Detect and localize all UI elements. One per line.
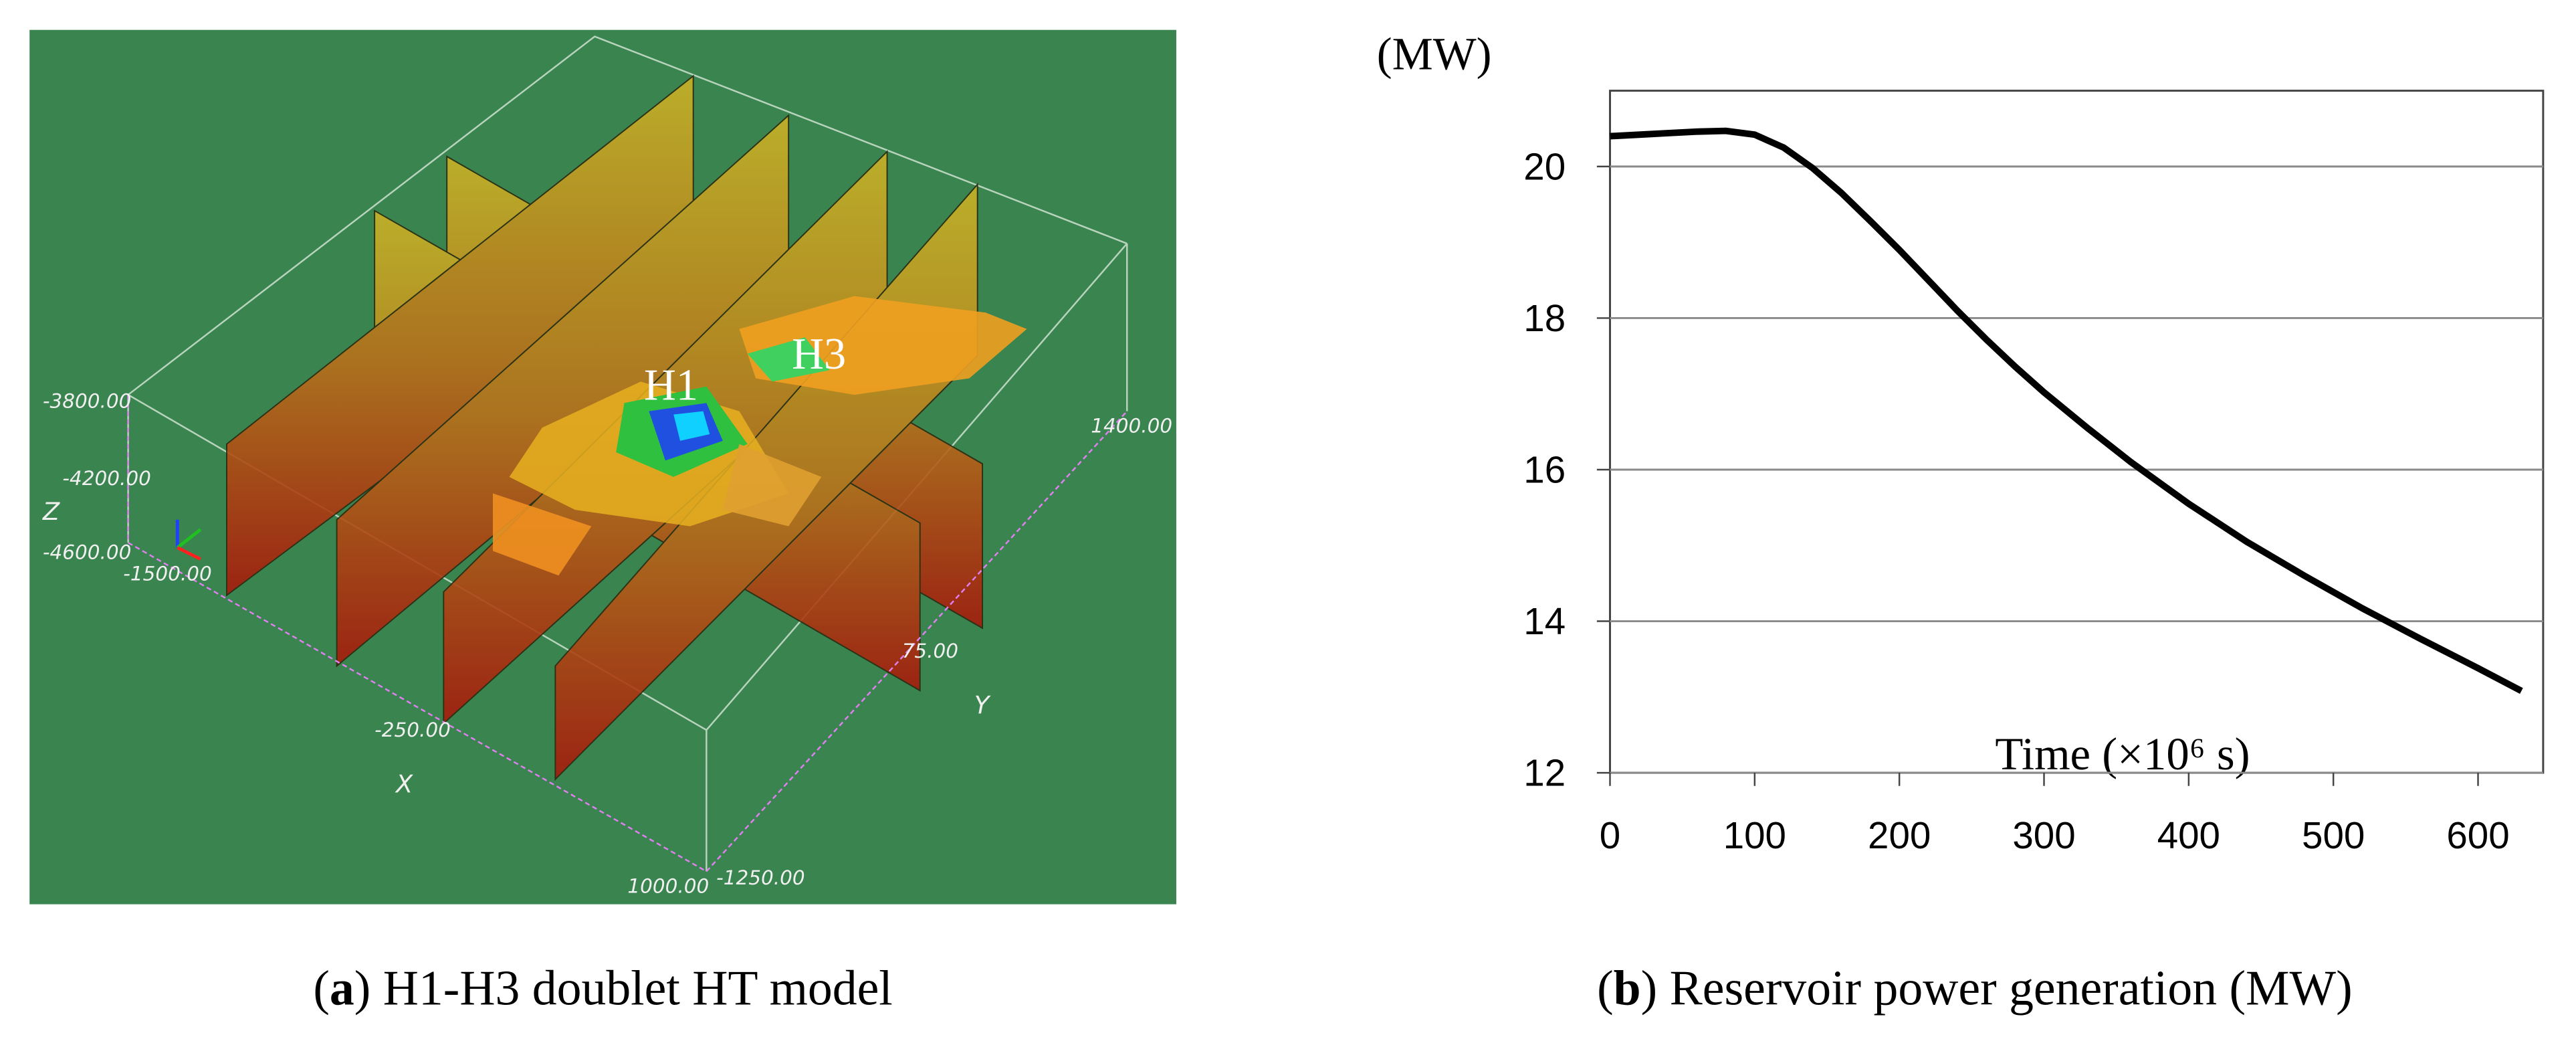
well-label: H1 (644, 361, 698, 409)
plot-frame (1609, 90, 2545, 774)
z-tick-label: -4600.00 (43, 541, 132, 564)
z-axis-label: Z (42, 497, 60, 526)
caption: (a) H1-H3 doublet HT model (313, 960, 892, 1015)
x-tick-label: 500 (2302, 814, 2365, 856)
orientation-triad (175, 519, 202, 561)
caption-part: ( (313, 960, 330, 1015)
x-tick-label: 0 (1600, 814, 1620, 856)
y-tick-label: 12 (1523, 752, 1566, 794)
x-tick-label: 100 (1723, 814, 1786, 856)
well-label: H3 (792, 330, 846, 379)
panel-b: (MW) Time (×10⁶ s) (b) Reservoir power g… (1377, 29, 2545, 1015)
caption-label: a (330, 960, 354, 1015)
x-tick-label: 600 (2446, 814, 2509, 856)
caption-part: ) H1-H3 doublet HT model (354, 960, 893, 1015)
z-tick-label: -3800.00 (43, 390, 132, 413)
caption-part: ) Reservoir power generation (MW) (1641, 960, 2353, 1015)
y-tick-label: 20 (1523, 146, 1566, 188)
y-tick-label: 18 (1523, 297, 1566, 339)
x-tick-label: 400 (2157, 814, 2220, 856)
caption-part: ( (1597, 960, 1614, 1015)
caption: (b) Reservoir power generation (MW) (1597, 960, 2353, 1015)
x-tick-label: 300 (2012, 814, 2075, 856)
x-tick-label: 200 (1868, 814, 1931, 856)
fracture-surfaces (492, 296, 1027, 576)
y-tick-label: 75.00 (902, 640, 958, 662)
data-line (1610, 127, 2523, 694)
y-tick-label: 1400.00 (1091, 415, 1172, 438)
x-axis-label: X (395, 770, 413, 799)
y-tick-label: -1250.00 (716, 866, 805, 889)
y-axis-label: Y (974, 691, 991, 720)
y-axis-label: (MW) (1377, 29, 1492, 80)
z-tick-label: -4200.00 (62, 467, 151, 490)
x-axis-3d (128, 542, 707, 872)
y-tick-label: 16 (1523, 449, 1566, 491)
x-axis-label: Time (×10⁶ s) (1995, 729, 2250, 779)
caption-label: b (1614, 960, 1641, 1015)
y-tick-label: 14 (1523, 600, 1566, 642)
x-tick-label: -250.00 (374, 719, 451, 741)
panel-a: -3800.00 -4200.00 Z -4600.00 -1500.00 -2… (29, 29, 1176, 1015)
x-tick-label: 1000.00 (627, 874, 709, 897)
x-tick-label: -1500.00 (123, 563, 211, 585)
y-axis-3d (706, 410, 1128, 872)
